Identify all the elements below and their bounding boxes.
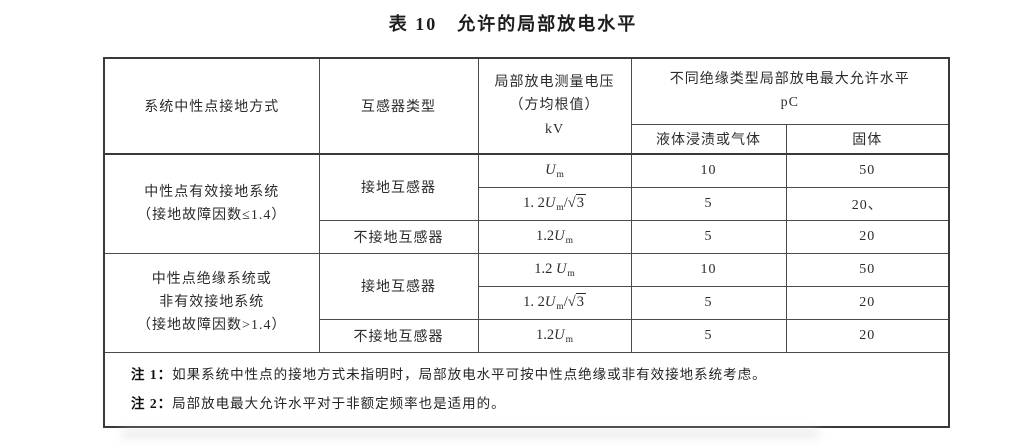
note-2-text: 局部放电最大允许水平对于非额定频率也是适用的。 bbox=[172, 395, 506, 411]
transformer-type-cell: 接地互感器 bbox=[318, 252, 479, 320]
transformer-type-cell: 不接地互感器 bbox=[318, 318, 479, 353]
system-group-effective-grounding: 中性点有效接地系统 （接地故障因数≤1.4） bbox=[103, 153, 320, 254]
voltage-cell: 1.2Um bbox=[477, 219, 632, 254]
table-row: 不接地互感器 1.2Um 5 20 bbox=[104, 318, 950, 353]
liquid-gas-value: 5 bbox=[630, 219, 787, 254]
liquid-gas-value: 10 bbox=[630, 252, 787, 287]
note-2: 注 2：局部放电最大允许水平对于非额定频率也是适用的。 bbox=[131, 389, 938, 418]
solid-value: 20、 bbox=[785, 186, 950, 221]
solid-value: 20 bbox=[785, 285, 950, 320]
liquid-gas-value: 10 bbox=[630, 153, 787, 188]
liquid-gas-value: 5 bbox=[630, 186, 787, 221]
partial-discharge-table: 系统中性点接地方式 互感器类型 局部放电测量电压 （方均根值） kV 不同绝缘类… bbox=[103, 57, 950, 428]
liquid-gas-value: 5 bbox=[630, 318, 787, 353]
table-caption: 表 10 允许的局部放电水平 bbox=[388, 14, 638, 34]
note-2-label: 注 2： bbox=[131, 395, 173, 411]
voltage-cell: 1. 2Um/√3 bbox=[477, 285, 632, 320]
table-row: 不接地互感器 1.2Um 5 20 bbox=[104, 219, 950, 254]
header-measurement-voltage: 局部放电测量电压 （方均根值） kV bbox=[477, 57, 632, 155]
header-liquid-or-gas: 液体浸渍或气体 bbox=[630, 123, 787, 155]
transformer-type-cell: 不接地互感器 bbox=[318, 219, 479, 254]
scan-artifact bbox=[120, 428, 820, 440]
notes-cell: 注 1：如果系统中性点的接地方式未指明时，局部放电水平可按中性点绝缘或非有效接地… bbox=[103, 351, 950, 427]
system-group-isolated-neutral: 中性点绝缘系统或 非有效接地系统 （接地故障因数>1.4） bbox=[103, 252, 320, 353]
table-container: 系统中性点接地方式 互感器类型 局部放电测量电压 （方均根值） kV 不同绝缘类… bbox=[103, 57, 950, 428]
header-pd-max-level: 不同绝缘类型局部放电最大允许水平 pC bbox=[630, 57, 950, 125]
note-1: 注 1：如果系统中性点的接地方式未指明时，局部放电水平可按中性点绝缘或非有效接地… bbox=[131, 360, 938, 389]
table-row: 1. 2Um/√3 5 20 bbox=[104, 285, 950, 320]
header-transformer-type: 互感器类型 bbox=[318, 57, 479, 155]
table-row: 1. 2Um/√3 5 20、 bbox=[104, 186, 950, 221]
solid-value: 20 bbox=[785, 318, 950, 353]
note-1-label: 注 1： bbox=[131, 366, 173, 382]
solid-value: 20 bbox=[785, 219, 950, 254]
transformer-type-cell: 接地互感器 bbox=[318, 153, 479, 221]
voltage-cell: 1. 2Um/√3 bbox=[477, 186, 632, 221]
voltage-cell: Um bbox=[477, 153, 632, 188]
liquid-gas-value: 5 bbox=[630, 285, 787, 320]
header-system-neutral-grounding: 系统中性点接地方式 bbox=[103, 57, 320, 155]
notes-row: 注 1：如果系统中性点的接地方式未指明时，局部放电水平可按中性点绝缘或非有效接地… bbox=[103, 351, 950, 427]
table-row: 中性点有效接地系统 （接地故障因数≤1.4） 接地互感器 Um 10 50 bbox=[103, 153, 950, 254]
voltage-cell: 1.2 Um bbox=[477, 252, 632, 287]
table-row: 中性点绝缘系统或 非有效接地系统 （接地故障因数>1.4） 接地互感器 1.2 … bbox=[103, 252, 950, 353]
header-solid: 固体 bbox=[785, 123, 950, 155]
voltage-cell: 1.2Um bbox=[477, 318, 632, 353]
note-1-text: 如果系统中性点的接地方式未指明时，局部放电水平可按中性点绝缘或非有效接地系统考虑… bbox=[172, 366, 767, 382]
solid-value: 50 bbox=[785, 153, 950, 188]
solid-value: 50 bbox=[785, 252, 950, 287]
